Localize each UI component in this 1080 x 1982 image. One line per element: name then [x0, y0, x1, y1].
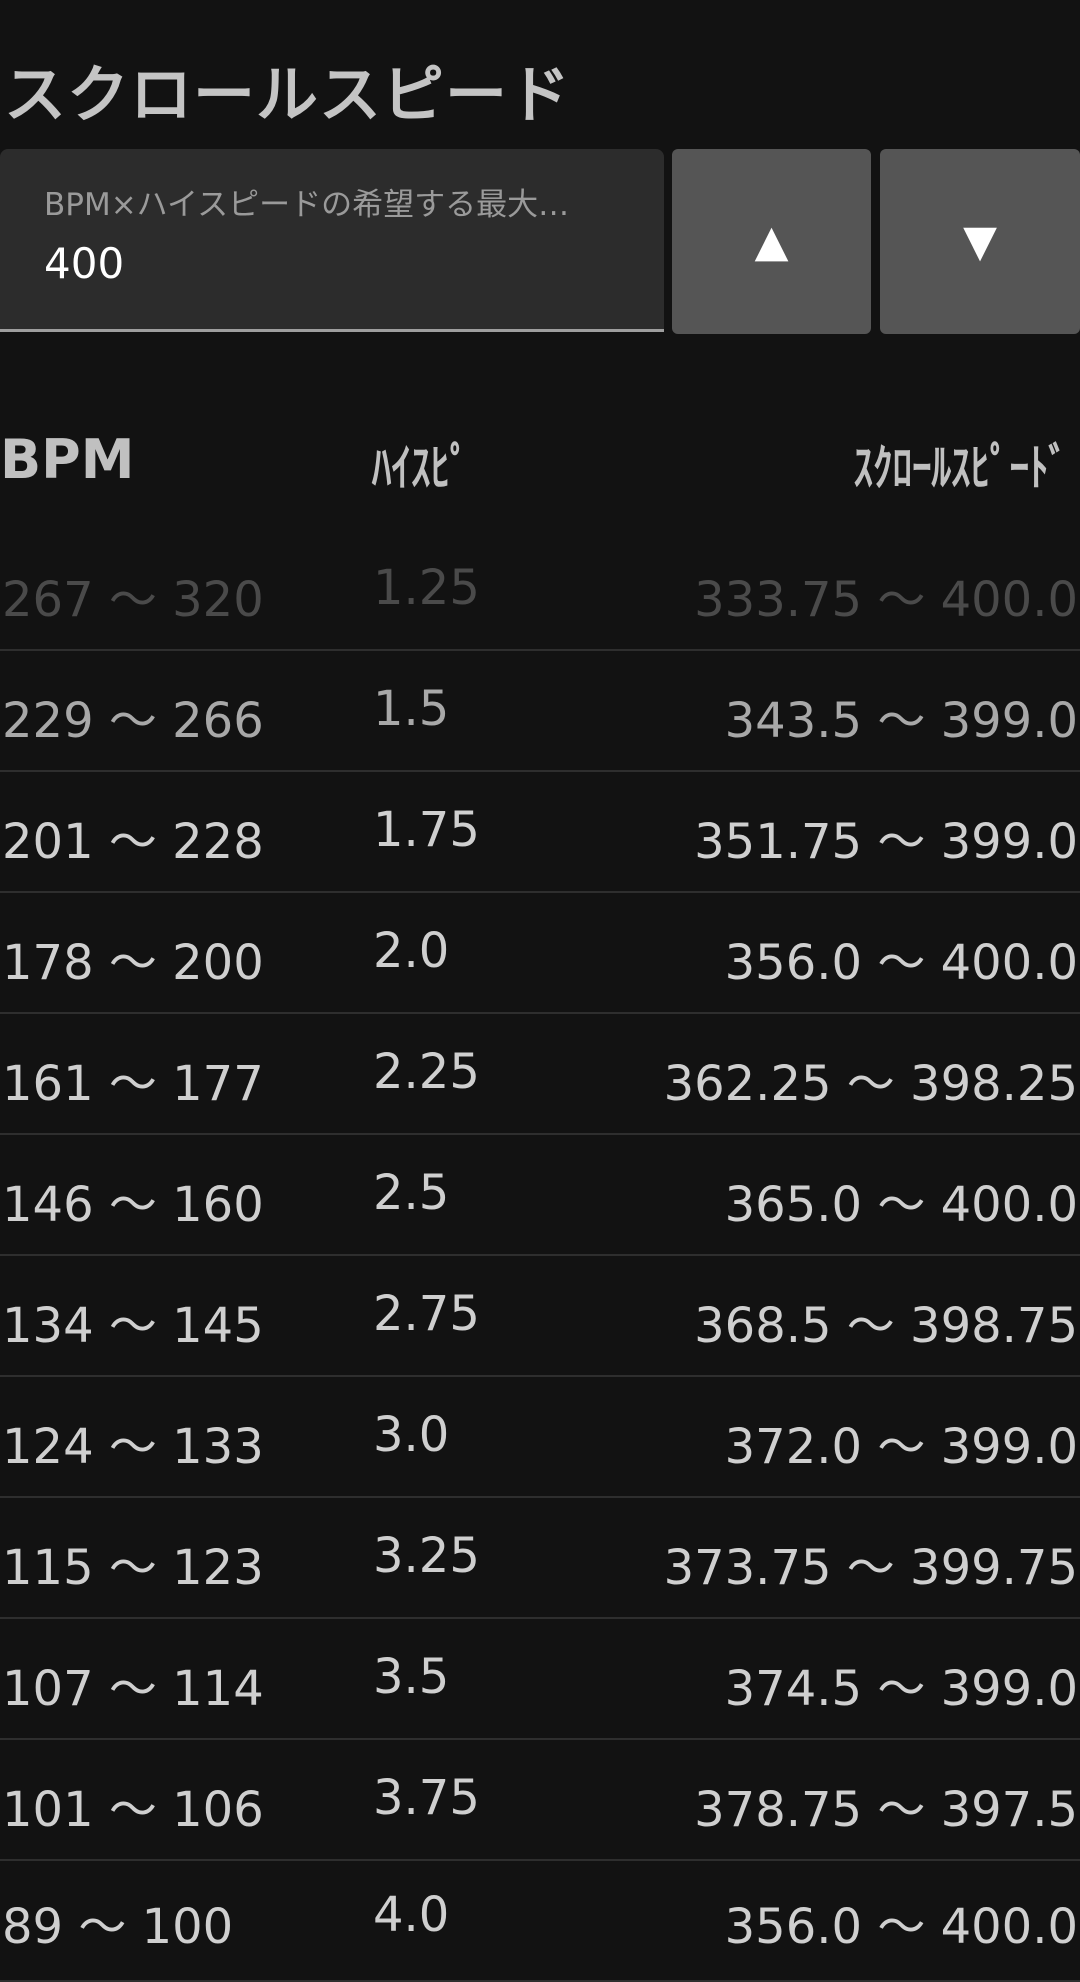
speed-table[interactable]: 267 〜 320 1.25 333.75 〜 400.0 229 〜 266 … — [0, 530, 1080, 1982]
cell-highspeed: 4.0 — [373, 1887, 450, 1943]
decrement-button[interactable]: ▼ — [880, 149, 1080, 334]
table-row[interactable]: 146 〜 160 2.5 365.0 〜 400.0 — [0, 1135, 1080, 1256]
max-speed-input[interactable]: BPM×ハイスピードの希望する最大… 400 — [0, 149, 664, 332]
cell-scroll-speed: 343.5 〜 399.0 — [724, 693, 1078, 749]
cell-highspeed: 1.25 — [373, 560, 480, 616]
cell-bpm: 201 〜 228 — [2, 814, 264, 870]
cell-highspeed: 1.75 — [373, 802, 480, 858]
cell-scroll-speed: 362.25 〜 398.25 — [663, 1056, 1078, 1112]
triangle-down-icon: ▼ — [963, 216, 997, 267]
table-row[interactable]: 115 〜 123 3.25 373.75 〜 399.75 — [0, 1498, 1080, 1619]
header-bpm: BPM — [0, 428, 135, 491]
table-row[interactable]: 101 〜 106 3.75 378.75 〜 397.5 — [0, 1740, 1080, 1861]
table-row[interactable]: 134 〜 145 2.75 368.5 〜 398.75 — [0, 1256, 1080, 1377]
max-speed-input-label: BPM×ハイスピードの希望する最大… — [44, 187, 570, 223]
cell-bpm: 107 〜 114 — [2, 1661, 264, 1717]
cell-highspeed: 3.25 — [373, 1528, 480, 1584]
cell-scroll-speed: 351.75 〜 399.0 — [694, 814, 1078, 870]
cell-scroll-speed: 378.75 〜 397.5 — [694, 1782, 1078, 1838]
cell-highspeed: 2.25 — [373, 1044, 480, 1100]
cell-highspeed: 1.5 — [373, 681, 450, 737]
table-row[interactable]: 124 〜 133 3.0 372.0 〜 399.0 — [0, 1377, 1080, 1498]
cell-bpm: 146 〜 160 — [2, 1177, 264, 1233]
table-row[interactable]: 89 〜 100 4.0 356.0 〜 400.0 — [0, 1861, 1080, 1982]
header-highspeed: ﾊｲｽﾋﾟ — [372, 439, 470, 497]
cell-scroll-speed: 373.75 〜 399.75 — [663, 1540, 1078, 1596]
table-row[interactable]: 178 〜 200 2.0 356.0 〜 400.0 — [0, 893, 1080, 1014]
table-row[interactable]: 229 〜 266 1.5 343.5 〜 399.0 — [0, 651, 1080, 772]
cell-bpm: 101 〜 106 — [2, 1782, 264, 1838]
cell-highspeed: 3.75 — [373, 1770, 480, 1826]
header-scroll-speed: ｽｸﾛｰﾙｽﾋﾟｰﾄﾞ — [853, 439, 1069, 497]
max-speed-input-value[interactable]: 400 — [44, 239, 125, 288]
cell-bpm: 161 〜 177 — [2, 1056, 264, 1112]
table-header: BPM ﾊｲｽﾋﾟ ｽｸﾛｰﾙｽﾋﾟｰﾄﾞ — [0, 428, 1080, 508]
cell-scroll-speed: 368.5 〜 398.75 — [694, 1298, 1078, 1354]
cell-highspeed: 2.75 — [373, 1286, 480, 1342]
cell-bpm: 267 〜 320 — [2, 572, 264, 628]
cell-scroll-speed: 333.75 〜 400.0 — [694, 572, 1078, 628]
cell-highspeed: 3.5 — [373, 1649, 450, 1705]
cell-bpm: 134 〜 145 — [2, 1298, 264, 1354]
cell-bpm: 229 〜 266 — [2, 693, 264, 749]
cell-scroll-speed: 374.5 〜 399.0 — [724, 1661, 1078, 1717]
table-row[interactable]: 107 〜 114 3.5 374.5 〜 399.0 — [0, 1619, 1080, 1740]
cell-bpm: 115 〜 123 — [2, 1540, 264, 1596]
cell-bpm: 178 〜 200 — [2, 935, 264, 991]
table-row[interactable]: 201 〜 228 1.75 351.75 〜 399.0 — [0, 772, 1080, 893]
cell-highspeed: 2.5 — [373, 1165, 450, 1221]
cell-bpm: 124 〜 133 — [2, 1419, 264, 1475]
cell-highspeed: 3.0 — [373, 1407, 450, 1463]
table-row[interactable]: 267 〜 320 1.25 333.75 〜 400.0 — [0, 530, 1080, 651]
table-row[interactable]: 161 〜 177 2.25 362.25 〜 398.25 — [0, 1014, 1080, 1135]
triangle-up-icon: ▲ — [754, 216, 789, 267]
cell-bpm: 89 〜 100 — [2, 1899, 234, 1955]
cell-scroll-speed: 356.0 〜 400.0 — [724, 1899, 1078, 1955]
increment-button[interactable]: ▲ — [672, 149, 871, 334]
cell-scroll-speed: 365.0 〜 400.0 — [724, 1177, 1078, 1233]
page-title: スクロールスピード — [4, 58, 572, 131]
cell-scroll-speed: 356.0 〜 400.0 — [724, 935, 1078, 991]
cell-highspeed: 2.0 — [373, 923, 450, 979]
cell-scroll-speed: 372.0 〜 399.0 — [724, 1419, 1078, 1475]
